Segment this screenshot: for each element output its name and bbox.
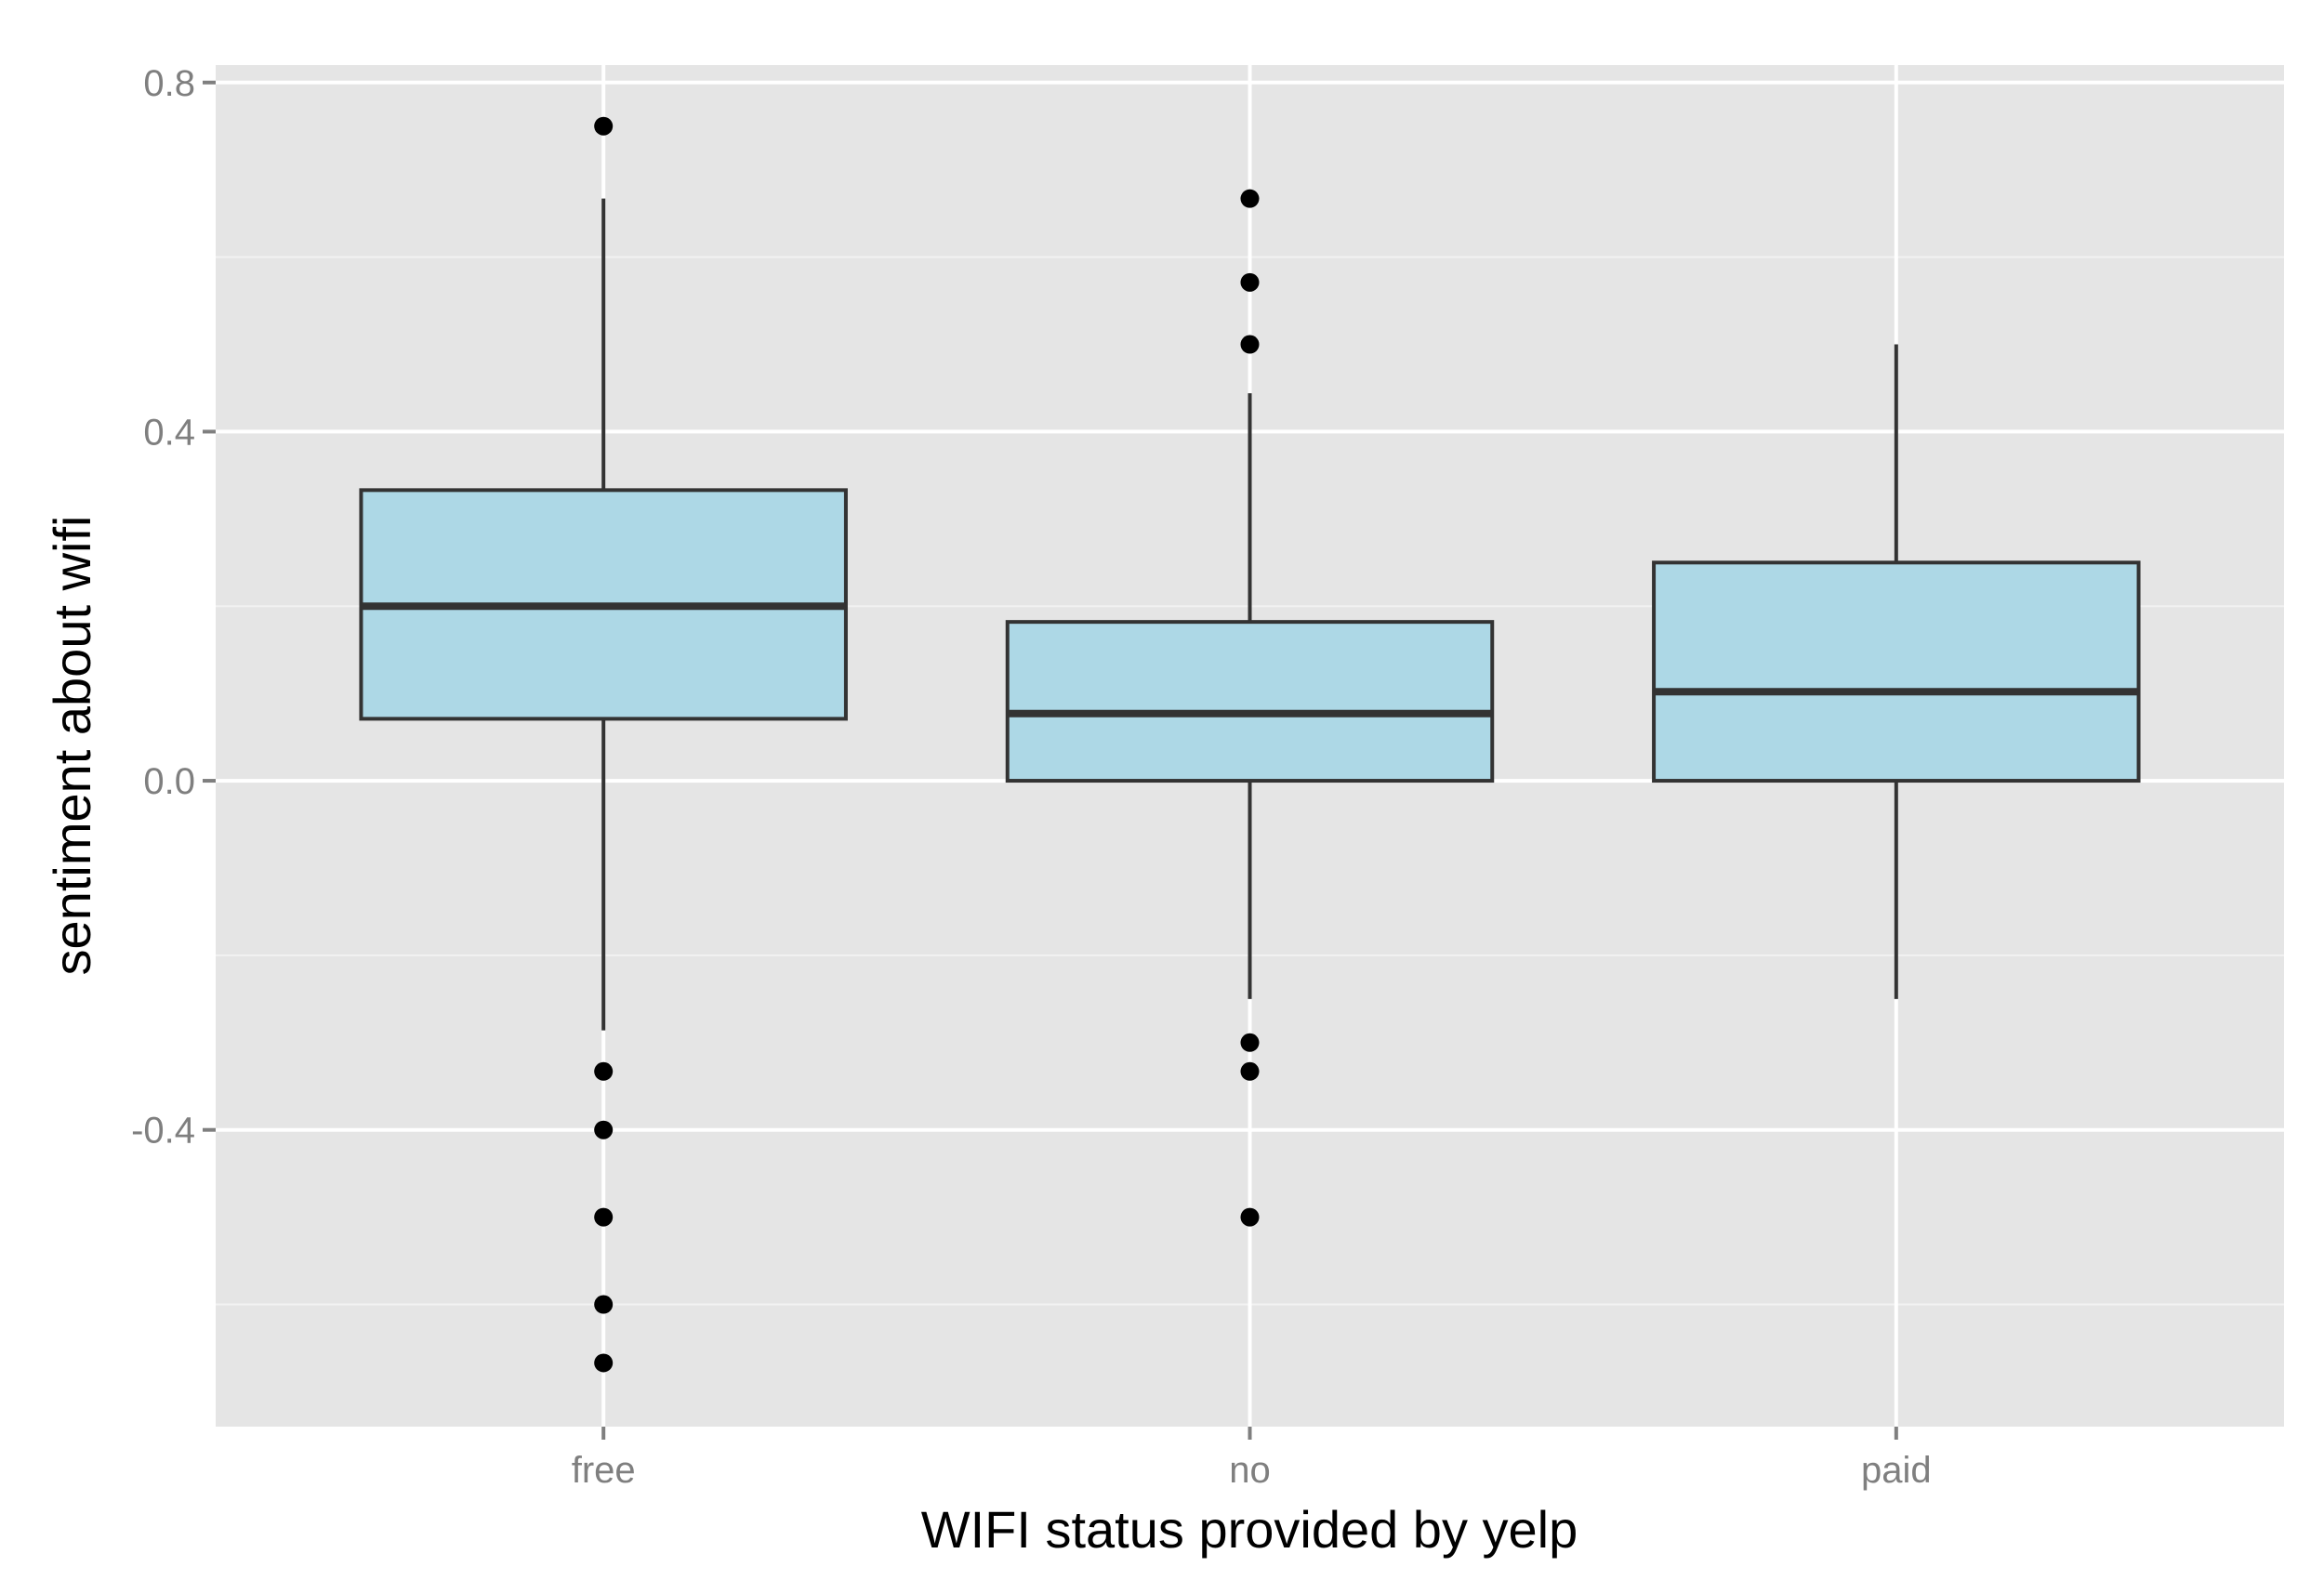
y-tick-label: 0.8 xyxy=(143,63,195,104)
outlier-point xyxy=(1240,189,1260,208)
x-axis-title: WIFI status provided by yelp xyxy=(921,1500,1578,1559)
outlier-point xyxy=(594,116,614,136)
x-axis: free no paid xyxy=(572,1427,1932,1491)
outlier-point xyxy=(1240,1207,1260,1227)
y-axis: -0.4 0.0 0.4 0.8 xyxy=(131,63,216,1152)
outlier-point xyxy=(594,1353,614,1373)
outlier-point xyxy=(1240,272,1260,292)
outlier-point xyxy=(1240,1061,1260,1081)
y-tick-label: -0.4 xyxy=(131,1111,195,1152)
x-tick-label: paid xyxy=(1861,1450,1932,1491)
box-rect xyxy=(1652,560,2141,783)
x-tick-label: no xyxy=(1229,1450,1271,1491)
outlier-point xyxy=(594,1120,614,1139)
outlier-point xyxy=(594,1207,614,1227)
outlier-point xyxy=(1240,335,1260,354)
y-tick-label: 0.0 xyxy=(143,761,195,802)
y-axis-title: sentiment about wifi xyxy=(43,516,101,976)
x-tick-label: free xyxy=(572,1450,636,1491)
outlier-point xyxy=(594,1061,614,1081)
box-rect xyxy=(1005,620,1495,783)
box-free xyxy=(359,116,848,1373)
outlier-point xyxy=(594,1295,614,1314)
outlier-point xyxy=(1240,1033,1260,1052)
box-paid xyxy=(1652,344,2141,999)
y-tick-label: 0.4 xyxy=(143,412,195,453)
box-no xyxy=(1005,189,1495,1227)
box-series xyxy=(359,116,2141,1373)
